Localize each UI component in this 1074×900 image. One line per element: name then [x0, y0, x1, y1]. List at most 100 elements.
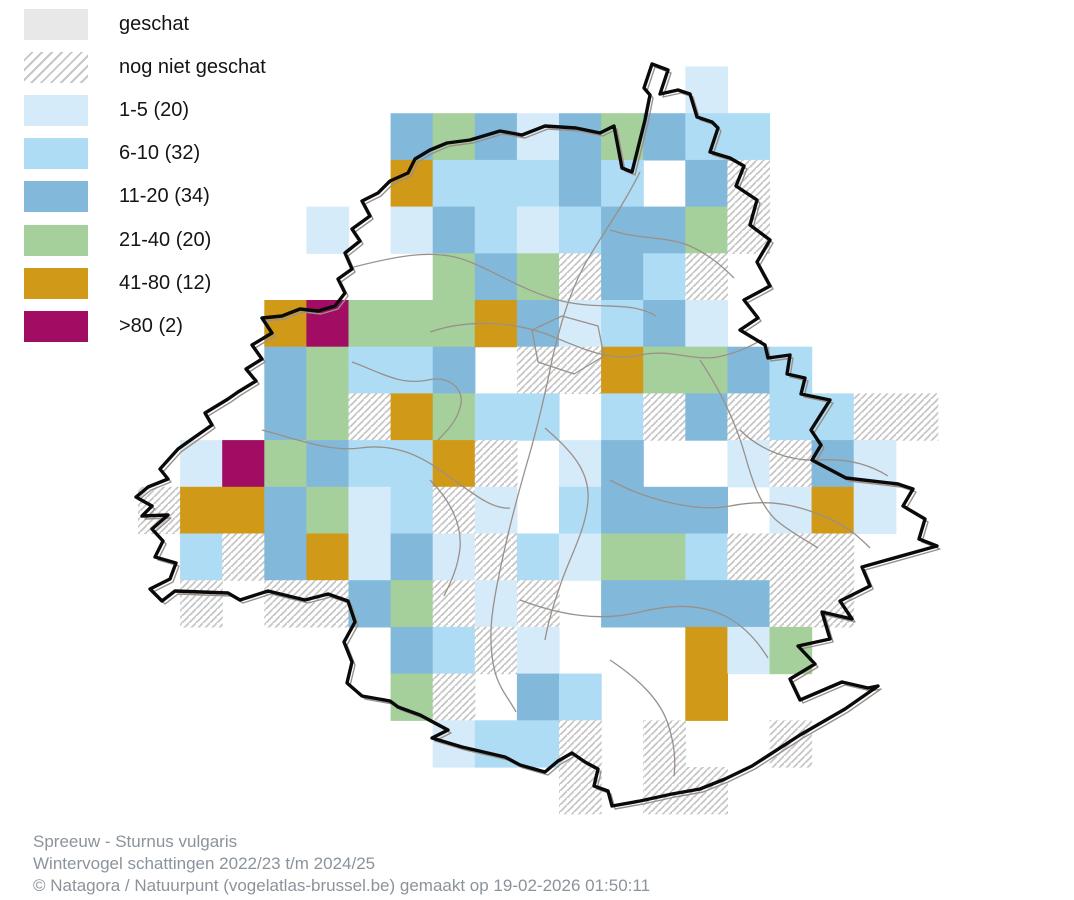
species-title: Spreeuw - Sturnus vulgaris	[33, 832, 238, 851]
legend-item-21-40: 21-40 (20)	[24, 224, 211, 256]
grid-cell	[769, 486, 813, 535]
credit-line: © Natagora / Natuurpunt (vogelatlas-brus…	[33, 876, 651, 895]
grid-cell	[601, 533, 644, 581]
grid-cell	[853, 486, 897, 535]
legend-label-41-80: 41-80 (12)	[119, 271, 212, 294]
grid-cell	[432, 673, 476, 721]
grid-cell	[222, 533, 265, 581]
survey-subtitle: Wintervogel schattingen 2022/23 t/m 2024…	[33, 854, 376, 873]
grid-cell	[264, 533, 307, 581]
grid-cell	[559, 159, 602, 208]
legend-swatch-gt80	[24, 310, 88, 342]
grid-cell	[264, 580, 307, 628]
grid-cell	[474, 486, 518, 535]
grid-cell	[601, 580, 644, 628]
grid-cell	[516, 346, 560, 394]
grid-cell	[643, 393, 686, 441]
grid-cell	[685, 300, 728, 348]
grid-cell	[643, 533, 686, 581]
grid-cell	[432, 159, 476, 208]
grid-cell	[306, 393, 350, 441]
grid-cell	[180, 533, 223, 581]
legend-label-nog-niet-geschat: nog niet geschat	[119, 55, 266, 78]
grid-cell	[895, 393, 939, 441]
grid-cell	[348, 533, 392, 581]
legend-label-gt80: >80 (2)	[119, 314, 183, 337]
grid-cell	[264, 393, 307, 441]
grid-cell	[474, 393, 518, 441]
grid-cell	[516, 206, 560, 254]
grid-cell	[685, 206, 728, 254]
grid-cell	[769, 440, 813, 488]
grid-cell	[348, 393, 392, 441]
grid-cell	[474, 206, 518, 254]
grid-cell	[432, 393, 476, 441]
grid-cell	[222, 486, 265, 535]
grid-cell	[390, 206, 434, 254]
grid-cell	[685, 533, 728, 581]
grid-cell	[180, 486, 223, 535]
grid-cell	[601, 206, 644, 254]
grid-cell	[559, 206, 602, 254]
legend-swatch-21-40	[24, 224, 88, 256]
legend-swatch-11-20	[24, 181, 88, 213]
grid-cell	[516, 673, 560, 721]
grid-cell	[685, 66, 728, 114]
grid-cell	[727, 440, 771, 488]
legend-swatch-6-10	[24, 138, 88, 170]
grid-cell	[474, 159, 518, 208]
grid-cell	[348, 346, 392, 394]
grid-cell	[601, 300, 644, 348]
grid-cell	[559, 253, 602, 301]
grid-cell	[306, 346, 350, 394]
grid-cell	[601, 253, 644, 301]
grid-cell	[390, 440, 434, 488]
legend-label-geschat: geschat	[119, 12, 190, 35]
grid-cell	[643, 113, 686, 161]
grid-cell	[222, 440, 265, 488]
grid-cell	[516, 626, 560, 675]
legend-swatch-41-80	[24, 267, 88, 299]
grid-cell	[643, 720, 686, 768]
grid-cell	[643, 253, 686, 301]
region-boundary	[134, 62, 941, 810]
grid-cell	[727, 113, 771, 161]
grid-cell	[390, 393, 434, 441]
grid-cell	[390, 580, 434, 628]
grid-cell	[601, 346, 644, 394]
grid-cell	[601, 486, 644, 535]
grid-cell	[264, 440, 307, 488]
legend-item-11-20: 11-20 (34)	[24, 181, 210, 213]
grid-cell	[516, 253, 560, 301]
grid-cell	[432, 113, 476, 161]
grid-cell	[432, 253, 476, 301]
grid-cell	[474, 533, 518, 581]
legend-item-nog-niet-geschat: nog niet geschat	[24, 51, 266, 83]
grid-cell	[769, 533, 813, 581]
grid-cell	[264, 300, 307, 348]
grid-cell	[769, 720, 813, 768]
grid-cell	[264, 486, 307, 535]
grid-cell	[306, 486, 350, 535]
grid-cell	[516, 159, 560, 208]
grid-cell	[516, 300, 560, 348]
grid-cell	[769, 580, 813, 628]
grid-cell	[643, 767, 686, 815]
grid-cell	[643, 206, 686, 254]
legend-swatch-1-5	[24, 94, 88, 126]
legend-label-11-20: 11-20 (34)	[119, 185, 210, 208]
grid-cell	[601, 393, 644, 441]
grid-cell	[685, 253, 728, 301]
legend-label-6-10: 6-10 (32)	[119, 142, 201, 165]
grid-cell	[559, 300, 602, 348]
municipal-boundaries-icon	[261, 171, 889, 777]
grid-cell	[138, 486, 181, 535]
grid-cell	[559, 673, 602, 721]
grid-cell	[474, 626, 518, 675]
legend-item-6-10: 6-10 (32)	[24, 138, 200, 170]
grid-cell	[727, 393, 771, 441]
grid-cell	[306, 206, 350, 254]
grid-cell	[474, 440, 518, 488]
